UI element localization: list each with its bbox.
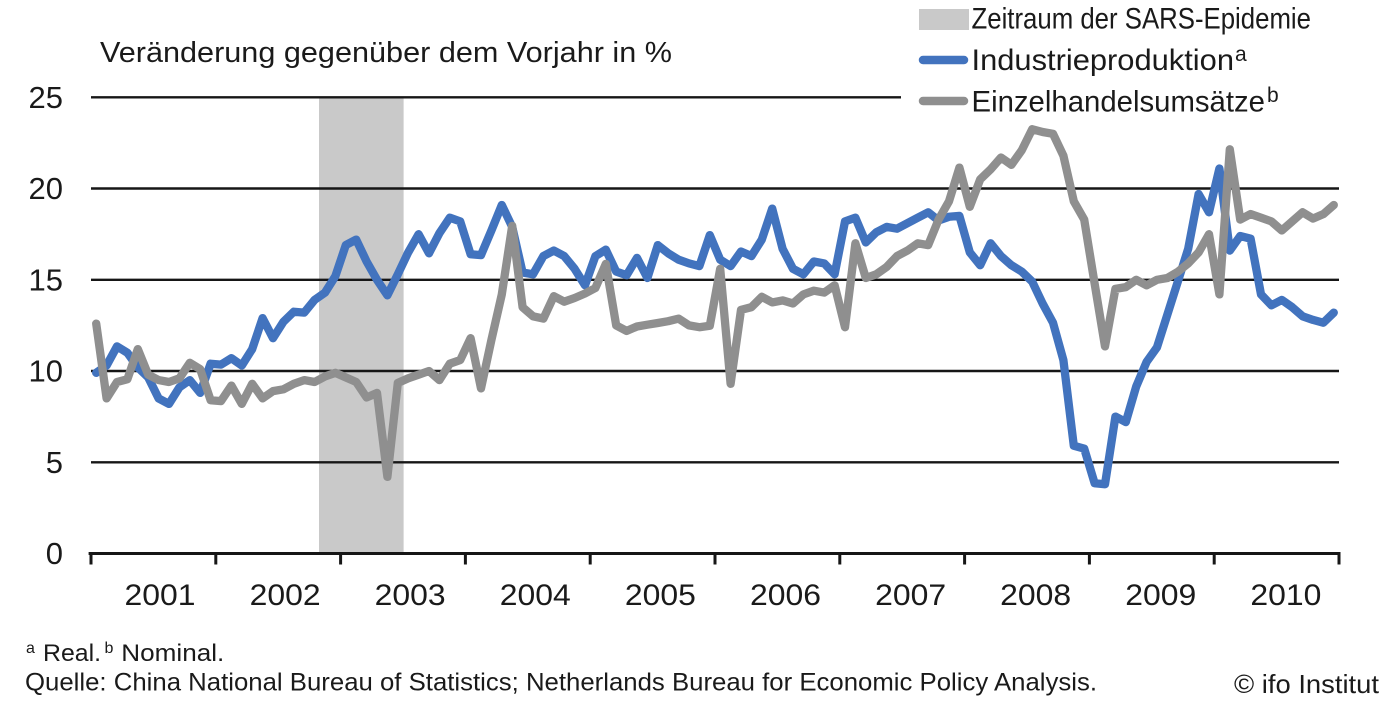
svg-text:15: 15 xyxy=(29,262,63,297)
svg-text:© ifo Institut: © ifo Institut xyxy=(1234,669,1380,699)
svg-text:Industrieproduktion: Industrieproduktion xyxy=(972,44,1235,77)
svg-text:2009: 2009 xyxy=(1125,579,1196,612)
svg-text:2005: 2005 xyxy=(625,579,696,612)
svg-text:Veränderung gegenüber dem Vorj: Veränderung gegenüber dem Vorjahr in % xyxy=(100,37,672,69)
svg-text:2008: 2008 xyxy=(1000,579,1071,612)
svg-text:Einzelhandelsumsätze: Einzelhandelsumsätze xyxy=(972,85,1266,118)
svg-text:a: a xyxy=(1235,43,1247,66)
svg-text:2004: 2004 xyxy=(500,579,571,612)
svg-text:Quelle: China National Bureau: Quelle: China National Bureau of Statist… xyxy=(25,669,1097,697)
svg-text:0: 0 xyxy=(46,536,63,571)
svg-text:2003: 2003 xyxy=(375,579,446,612)
svg-text:2010: 2010 xyxy=(1250,579,1321,612)
svg-text:Real.: Real. xyxy=(43,640,101,667)
svg-text:2007: 2007 xyxy=(875,579,946,612)
svg-text:2006: 2006 xyxy=(750,579,821,612)
svg-text:25: 25 xyxy=(29,80,63,115)
svg-text:2001: 2001 xyxy=(125,579,196,612)
svg-text:Zeitraum der SARS-Epidemie: Zeitraum der SARS-Epidemie xyxy=(972,3,1312,36)
svg-text:b: b xyxy=(1267,84,1279,107)
svg-text:10: 10 xyxy=(29,354,63,389)
svg-text:5: 5 xyxy=(46,445,63,480)
svg-text:2002: 2002 xyxy=(250,579,321,612)
svg-text:b: b xyxy=(105,640,114,657)
svg-text:Nominal.: Nominal. xyxy=(121,640,224,667)
svg-text:20: 20 xyxy=(29,171,63,206)
svg-text:a: a xyxy=(26,640,35,657)
